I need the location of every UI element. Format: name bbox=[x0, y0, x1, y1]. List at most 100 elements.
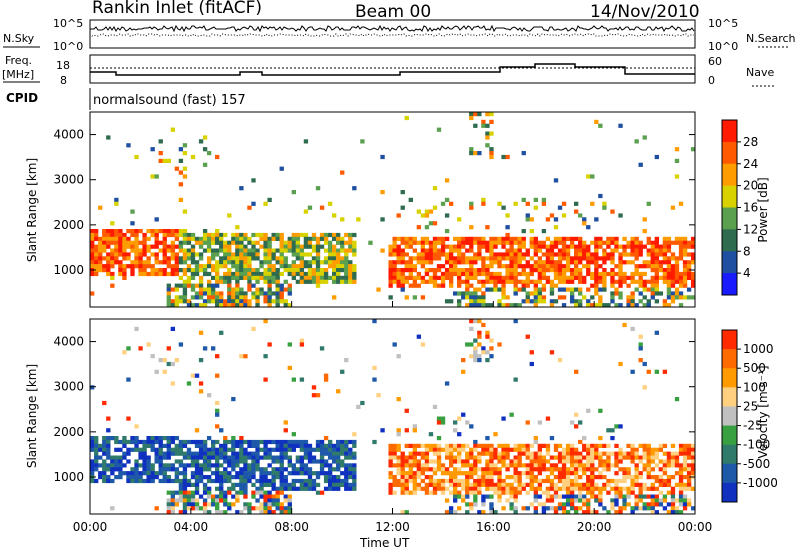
heatmap-cell bbox=[690, 486, 696, 491]
heatmap-cell bbox=[392, 451, 397, 456]
heatmap-cell bbox=[582, 217, 587, 222]
heatmap-cell bbox=[211, 439, 216, 445]
heatmap-cell bbox=[400, 467, 405, 472]
heatmap-cell bbox=[586, 264, 591, 269]
heatmap-cell bbox=[525, 506, 530, 511]
heatmap-cell bbox=[485, 248, 490, 253]
heatmap-cell bbox=[505, 252, 510, 257]
heatmap-cell bbox=[138, 439, 143, 445]
heatmap-cell bbox=[610, 295, 615, 300]
heatmap-cell bbox=[307, 471, 313, 476]
heatmap-cell bbox=[618, 361, 623, 367]
heatmap-cell bbox=[215, 279, 220, 284]
heatmap-cell bbox=[493, 236, 498, 241]
heatmap-cell bbox=[275, 455, 280, 460]
heatmap-cell bbox=[283, 256, 288, 261]
heatmap-cell bbox=[235, 498, 240, 503]
heatmap-cell bbox=[219, 510, 224, 515]
heatmap-cell bbox=[658, 475, 664, 480]
heatmap-cell bbox=[412, 236, 417, 241]
heatmap-cell bbox=[654, 271, 659, 277]
heatmap-cell bbox=[303, 447, 309, 452]
heatmap-cell bbox=[194, 490, 200, 495]
heatmap-cell bbox=[569, 268, 575, 273]
heatmap-cell bbox=[344, 358, 349, 363]
heatmap-cell bbox=[493, 432, 498, 437]
heatmap-cell bbox=[182, 271, 188, 277]
heatmap-cell bbox=[416, 463, 422, 468]
heatmap-cell bbox=[287, 240, 292, 245]
heatmap-cell bbox=[396, 252, 401, 257]
heatmap-cell bbox=[477, 486, 482, 491]
heatmap-cell bbox=[388, 275, 393, 280]
heatmap-cell bbox=[174, 490, 180, 495]
heatmap-cell bbox=[352, 252, 357, 257]
heatmap-cell bbox=[606, 236, 611, 241]
heatmap-cell bbox=[574, 248, 579, 253]
heatmap-cell bbox=[198, 275, 204, 280]
heatmap-cell bbox=[279, 252, 284, 257]
heatmap-cell bbox=[319, 443, 325, 448]
heatmap-cell bbox=[118, 240, 123, 245]
heatmap-cell bbox=[400, 478, 405, 484]
heatmap-cell bbox=[178, 275, 184, 280]
heatmap-cell bbox=[501, 506, 506, 511]
heatmap-cell bbox=[666, 268, 672, 273]
heatmap-cell bbox=[194, 240, 200, 245]
heatmap-cell bbox=[198, 279, 204, 284]
heatmap-cell bbox=[219, 291, 224, 296]
heatmap-cell bbox=[376, 287, 381, 292]
heatmap-cell bbox=[440, 279, 446, 284]
heatmap-cell bbox=[106, 268, 111, 273]
freq-label: Freq. bbox=[5, 54, 32, 67]
heatmap-cell bbox=[239, 291, 244, 296]
heatmap-cell bbox=[481, 260, 486, 265]
heatmap-cell bbox=[630, 506, 635, 511]
heatmap-cell bbox=[598, 264, 603, 269]
heatmap-cell bbox=[198, 139, 204, 144]
heatmap-cell bbox=[618, 494, 623, 499]
heatmap-cell bbox=[440, 490, 446, 495]
heatmap-cell bbox=[166, 264, 171, 269]
heatmap-cell bbox=[473, 299, 478, 304]
heatmap-cell bbox=[650, 252, 655, 257]
heatmap-cell bbox=[606, 271, 611, 277]
heatmap-cell bbox=[211, 264, 216, 269]
heatmap-cell bbox=[654, 287, 659, 292]
heatmap-cell bbox=[307, 252, 313, 257]
heatmap-cell bbox=[420, 342, 426, 347]
heatmap-cell bbox=[477, 287, 482, 292]
heatmap-cell bbox=[574, 236, 579, 241]
heatmap-cell bbox=[586, 459, 591, 464]
heatmap-cell bbox=[243, 506, 248, 511]
heatmap-cell bbox=[235, 471, 240, 476]
heatmap-cell bbox=[170, 361, 175, 367]
heatmap-cell bbox=[215, 275, 220, 280]
heatmap-cell bbox=[497, 342, 502, 347]
heatmap-cell bbox=[477, 299, 482, 304]
heatmap-cell bbox=[247, 260, 252, 265]
heatmap-cell bbox=[126, 475, 131, 480]
heatmap-cell bbox=[251, 467, 256, 472]
heatmap-cell bbox=[457, 256, 462, 261]
heatmap-cell bbox=[186, 439, 192, 445]
heatmap-cell bbox=[533, 459, 538, 464]
heatmap-cell bbox=[94, 232, 99, 238]
heatmap-cell bbox=[444, 213, 450, 218]
heatmap-cell bbox=[678, 291, 684, 296]
heatmap-cell bbox=[295, 256, 301, 261]
heatmap-cell bbox=[521, 264, 526, 269]
heatmap-cell bbox=[610, 283, 615, 288]
heatmap-cell bbox=[388, 451, 393, 456]
heatmap-cell bbox=[469, 260, 474, 265]
heatmap-cell bbox=[174, 498, 180, 503]
heatmap-cell bbox=[630, 248, 635, 253]
heatmap-cell bbox=[525, 271, 530, 277]
heatmap-cell bbox=[263, 268, 268, 273]
heatmap-cell bbox=[505, 248, 510, 253]
heatmap-cell bbox=[231, 475, 236, 480]
heatmap-cell bbox=[626, 252, 631, 257]
heatmap-cell bbox=[323, 232, 329, 238]
heatmap-cell bbox=[215, 478, 220, 484]
heatmap-cell bbox=[408, 478, 413, 484]
